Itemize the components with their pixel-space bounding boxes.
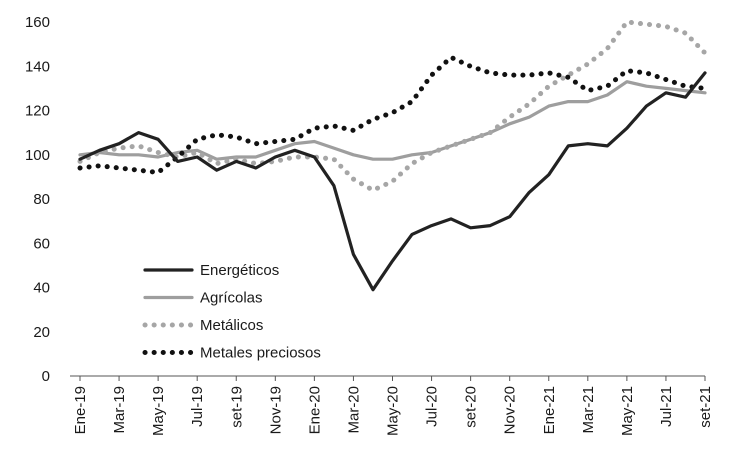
y-axis: 0 20 40 60 80 100 120 140 160 [25,14,50,385]
x-tick-label: Ene-21 [541,386,558,434]
y-tick-label: 80 [33,191,50,208]
x-tick-label: May-20 [385,386,402,436]
y-tick-label: 160 [25,14,50,31]
x-axis: Ene-19 Mar-19 May-19 Jul-19 set-19 Nov-19 Ene-… [70,375,714,436]
series-line [78,80,707,161]
x-tick-label: May-19 [150,386,167,436]
legend: Energéticos Agrícolas Metálicos Metales pre… [142,262,321,362]
x-tick-label: set-19 [228,386,245,428]
legend-label: Metales preciosos [200,345,321,362]
x-tick-label: Ene-19 [72,386,89,434]
x-tick-label: Nov-19 [267,386,284,434]
x-tick-label: set-21 [697,386,714,428]
y-tick-label: 60 [33,235,50,252]
legend-label: Agrícolas [200,290,263,307]
legend-label: Energéticos [200,262,279,279]
y-tick-label: 40 [33,280,50,297]
x-tick-label: Mar-19 [111,386,128,434]
x-tick-label: Ene-20 [306,386,323,434]
x-tick-label: May-21 [619,386,636,436]
x-tick-label: Jul-20 [424,386,441,427]
x-tick-label: Mar-21 [580,386,597,434]
legend-label: Metálicos [200,317,263,334]
x-tick-label: Nov-20 [502,386,519,434]
x-tick-label: Mar-20 [345,386,362,434]
series-line [78,71,707,292]
y-tick-label: 140 [25,58,50,75]
y-tick-label: 120 [25,103,50,120]
y-tick-label: 100 [25,147,50,164]
x-tick-label: Jul-21 [658,386,675,427]
y-tick-label: 20 [33,324,50,341]
series-layer [77,19,708,292]
y-tick-label: 0 [42,368,50,385]
series-line [77,54,708,175]
x-tick-label: set-20 [463,386,480,428]
series-line [77,19,708,193]
x-tick-label: Jul-19 [189,386,206,427]
